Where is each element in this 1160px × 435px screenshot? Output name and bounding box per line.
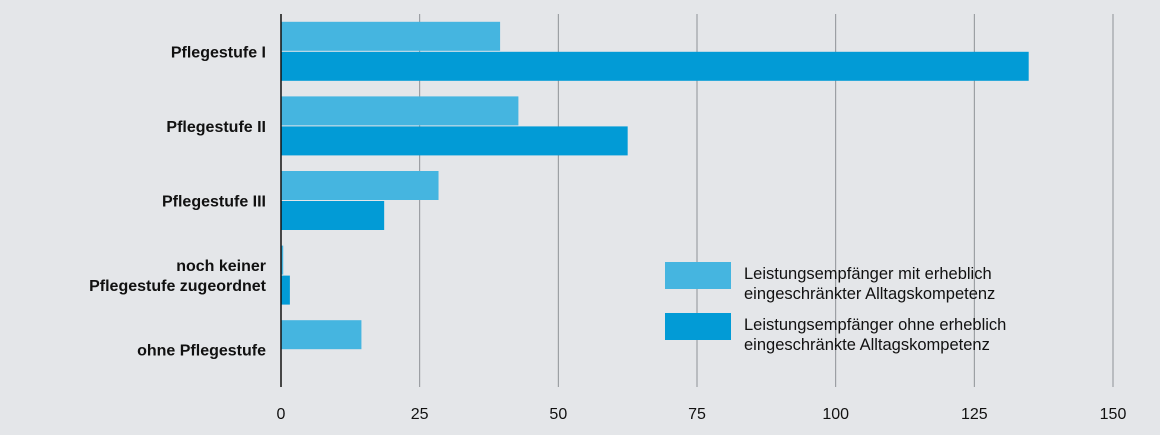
legend-swatch [665,262,731,289]
category-label: ohne Pflegestufe [137,343,266,360]
bar-series1-cat1 [281,21,501,51]
bar-series2-cat3 [281,201,385,230]
bar-series1-cat2 [281,96,519,126]
x-tick-label: 75 [688,406,706,423]
bar-series2-cat4 [281,275,290,305]
x-tick-label: 100 [822,406,849,423]
x-tick-label: 25 [411,406,429,423]
bar-series1-cat4 [281,245,284,275]
category-label: Pflegestufe II [166,119,266,136]
x-tick-label: 125 [961,406,988,423]
category-label: Pflegestufe I [171,44,266,61]
category-label: Pflegestufe III [162,194,266,211]
bar-series2-cat2 [281,126,628,156]
bar-series1-cat5 [281,320,362,350]
bar-series1-cat3 [281,171,439,200]
x-tick-label: 0 [277,406,286,423]
legend-label: Leistungsempfänger ohne erheblich eingesc… [744,316,1006,354]
legend-label: Leistungsempfänger mit erheblich eingesch… [744,265,995,303]
x-axis-tick-labels: 0 25 50 75 100 125 150 [277,406,1127,423]
bars [281,21,1029,350]
legend-swatch [665,313,731,340]
x-tick-label: 50 [549,406,567,423]
x-tick-label: 150 [1100,406,1127,423]
legend-entry-2: Leistungsempfänger ohne erheblich eingesc… [665,313,1006,354]
legend: Leistungsempfänger mit erheblich eingesch… [665,262,1006,354]
category-label: noch keiner Pflegestufe zugeordnet [89,258,267,295]
bar-series2-cat1 [281,51,1029,81]
category-labels: Pflegestufe I Pflegestufe II Pflegestufe I… [89,44,267,359]
legend-entry-1: Leistungsempfänger mit erheblich eingesch… [665,262,995,303]
